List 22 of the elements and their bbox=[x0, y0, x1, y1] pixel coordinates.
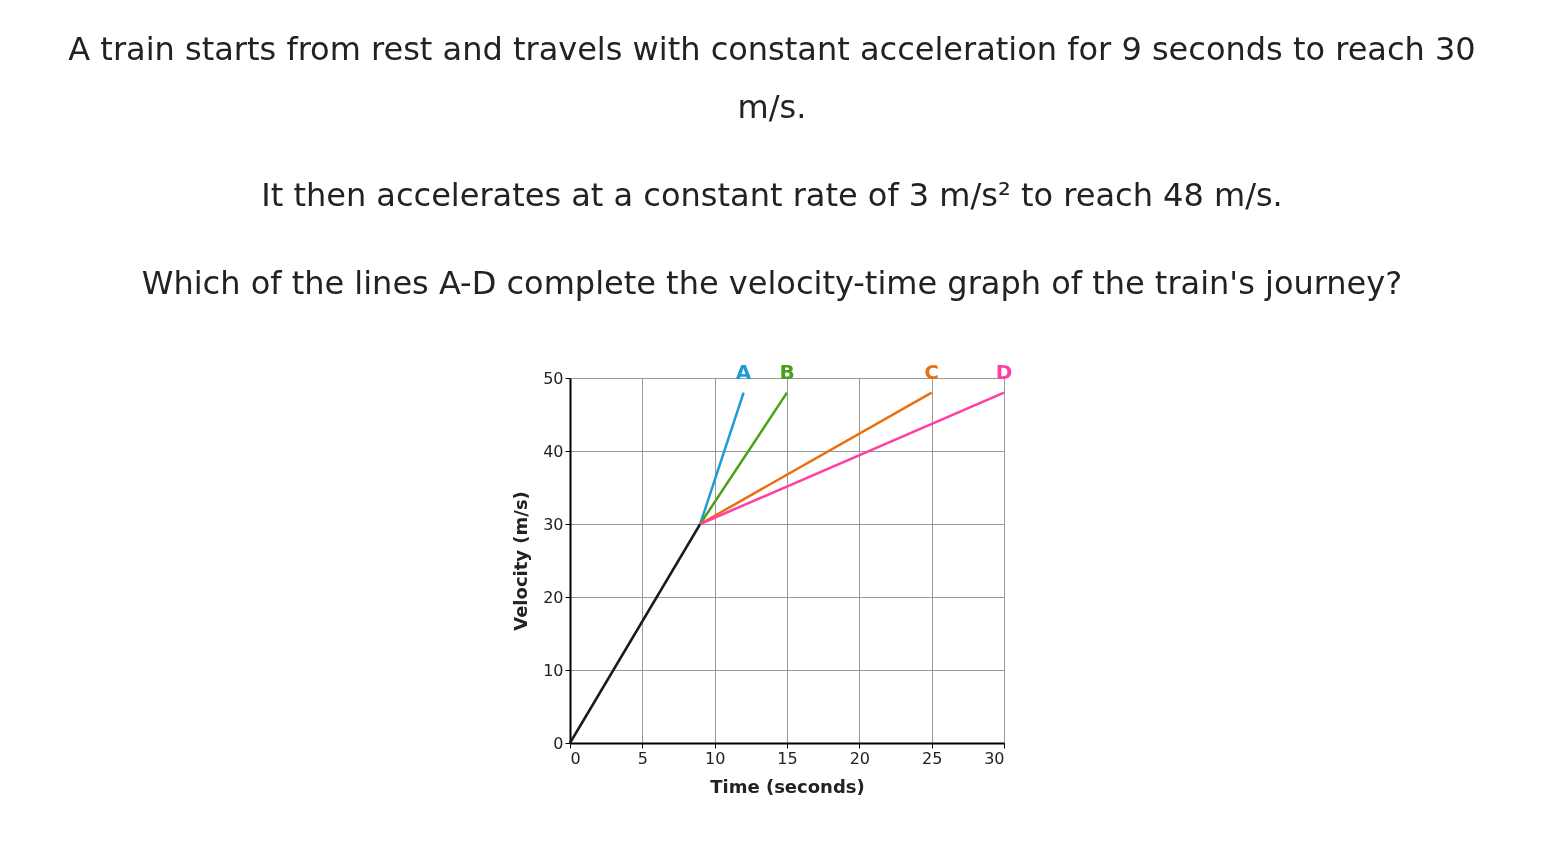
x-tick-label: 0 bbox=[570, 748, 581, 768]
x-tick-label: 20 bbox=[849, 748, 870, 768]
y-tick-label: 10 bbox=[542, 660, 563, 680]
y-axis-title: Velocity (m/s) bbox=[509, 491, 531, 631]
text: Which of the lines A-D complete the velocity-time graph of the train's journey? bbox=[140, 263, 1404, 304]
x-tick-label: 25 bbox=[921, 748, 942, 768]
y-tick-label: 0 bbox=[552, 733, 563, 753]
x-tick-label: 10 bbox=[704, 748, 725, 768]
chart-title: A train starts from rest and travels with constant acceleration for 9 seconds to reach 30 m/s. bbox=[67, 29, 1477, 128]
series-label: A bbox=[735, 359, 752, 384]
x-tick-label: 15 bbox=[776, 748, 798, 768]
x-axis-title: Time (seconds) bbox=[709, 775, 865, 797]
series-label: D bbox=[995, 359, 1012, 384]
chart-subtitle: It then accelerates at a constant rate of 3 m/s² to reach 48 m/s. bbox=[260, 175, 1284, 216]
x-tick-label: 5 bbox=[637, 748, 648, 768]
y-tick-label: 30 bbox=[542, 514, 563, 534]
y-tick-label: 40 bbox=[542, 441, 563, 461]
x-tick-label: 30 bbox=[983, 748, 1004, 768]
series-label: B bbox=[778, 359, 795, 384]
y-tick-label: 20 bbox=[542, 587, 563, 607]
series-label: C bbox=[923, 359, 939, 384]
y-tick-label: 50 bbox=[542, 368, 563, 388]
